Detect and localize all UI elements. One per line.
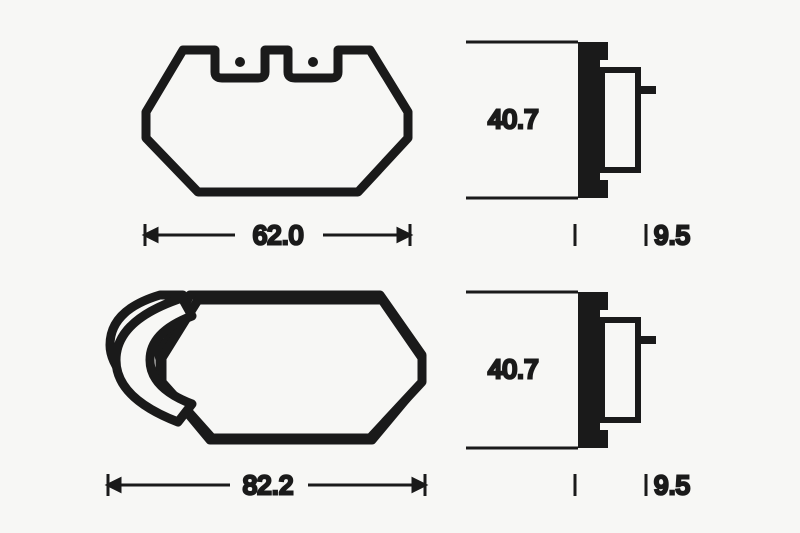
bottom-pad-face bbox=[110, 295, 422, 440]
dim-bottom-height-label: 40.7 bbox=[488, 354, 539, 384]
dim-top-width: 62.0 bbox=[145, 220, 410, 250]
dim-bottom-thick-label: 9.5 bbox=[654, 470, 690, 500]
top-side-lip-bottom bbox=[598, 180, 608, 198]
top-side-pin bbox=[638, 86, 656, 94]
dim-bottom-thick: 9.5 bbox=[575, 470, 690, 500]
top-pad-outline bbox=[146, 50, 408, 192]
brake-pad-diagram: 62.0 40.7 9.5 82.2 40.7 bbox=[50, 20, 750, 510]
bottom-pad-side bbox=[578, 292, 656, 448]
top-pad-hole-2 bbox=[308, 57, 318, 67]
dim-top-height-label: 40.7 bbox=[488, 104, 539, 134]
bottom-side-lip-top bbox=[598, 292, 608, 310]
dim-bottom-width-label: 82.2 bbox=[243, 470, 294, 500]
top-side-friction bbox=[578, 42, 600, 198]
dim-bottom-width: 82.2 bbox=[108, 470, 425, 500]
dim-top-width-label: 62.0 bbox=[253, 220, 304, 250]
bottom-side-backplate bbox=[602, 320, 638, 420]
top-pad-side bbox=[578, 42, 656, 198]
top-side-lip-top bbox=[598, 42, 608, 60]
dim-top-height: 40.7 bbox=[466, 42, 578, 198]
dim-bottom-height: 40.7 bbox=[466, 292, 578, 448]
dim-top-thick: 9.5 bbox=[575, 220, 690, 250]
diagram-container: 62.0 40.7 9.5 82.2 40.7 bbox=[50, 20, 750, 510]
top-pad-hole-1 bbox=[235, 57, 245, 67]
top-side-backplate bbox=[602, 70, 638, 170]
bottom-side-friction bbox=[578, 292, 600, 448]
bottom-side-lip-bottom bbox=[598, 430, 608, 448]
dim-top-thick-label: 9.5 bbox=[654, 220, 690, 250]
top-pad-face bbox=[146, 50, 408, 192]
bottom-pad-body bbox=[162, 300, 422, 438]
bottom-side-pin bbox=[638, 336, 656, 344]
